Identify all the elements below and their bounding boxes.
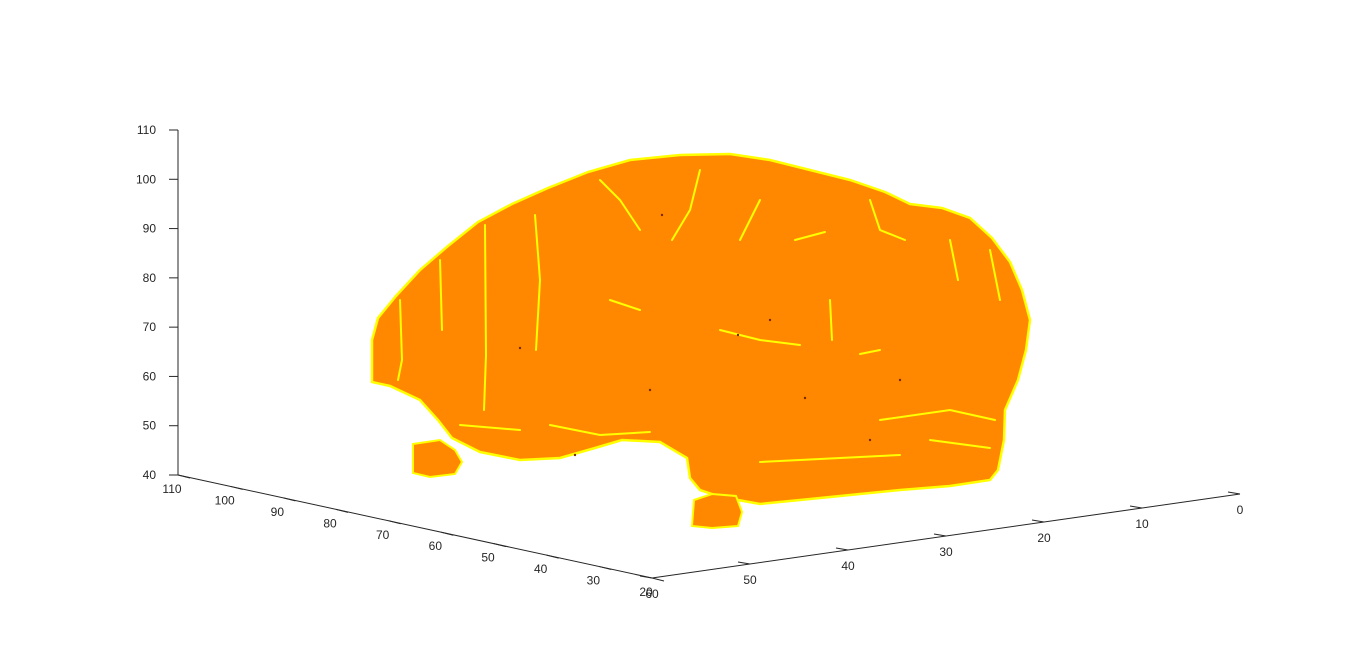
z-tick-label: 50 [143,419,157,433]
z-tick-label: 80 [143,271,157,285]
y-tick-label: 20 [639,585,653,599]
y-tick-label: 90 [271,505,285,519]
z-axis-ticks: 40 50 60 70 80 90 100 110 [136,123,178,482]
brain-surface [370,152,1032,506]
y-tick-mark [546,554,559,559]
y-tick-label: 50 [481,551,495,565]
z-tick-label: 100 [136,172,156,186]
y-tick-label: 60 [429,539,443,553]
y-tick-mark [651,577,665,582]
z-tick-label: 40 [143,468,157,482]
surface [370,152,1032,530]
z-tick-label: 60 [143,369,157,383]
y-tick-label: 110 [162,482,181,496]
y-tick-mark [599,566,612,571]
y-tick-label: 80 [323,516,337,530]
z-tick-label: 70 [143,320,157,334]
z-tick-label: 110 [137,123,156,137]
x-tick-label: 50 [743,573,757,587]
x-tick-label: 20 [1037,531,1051,545]
x-tick-label: 0 [1237,503,1244,517]
x-axis-ticks: 0 10 20 30 40 50 60 [639,491,1244,601]
y-tick-mark [177,474,191,479]
y-tick-label: 30 [587,574,601,588]
y-tick-mark [493,543,507,548]
x-tick-label: 60 [645,587,659,601]
y-tick-label: 70 [376,528,390,542]
x-tick-mark [1227,491,1241,495]
x-tick-mark [1031,519,1045,523]
x-tick-label: 40 [841,559,855,573]
z-tick-label: 90 [143,222,157,236]
y-axis-ticks: 110 100 90 80 70 60 50 40 30 20 [162,474,665,599]
y-tick-mark [283,497,296,502]
surface-dark-specks [518,213,902,457]
x-tick-mark [639,575,653,579]
y-tick-label: 100 [215,493,235,507]
x-tick-mark [835,547,849,551]
x-tick-mark [933,533,947,537]
x-tick-label: 10 [1135,517,1149,531]
y-axis-line [177,474,653,579]
x-tick-mark [737,561,751,565]
surface-ridges [397,169,1001,463]
small-blob-bottom [690,492,744,530]
y-tick-mark [441,531,454,536]
small-blob-left [412,438,464,479]
y-tick-mark [388,520,401,525]
x-tick-label: 30 [939,545,953,559]
y-tick-mark [230,485,243,490]
x-tick-mark [1129,505,1143,509]
y-tick-mark [335,508,349,513]
y-tick-label: 40 [534,562,548,576]
